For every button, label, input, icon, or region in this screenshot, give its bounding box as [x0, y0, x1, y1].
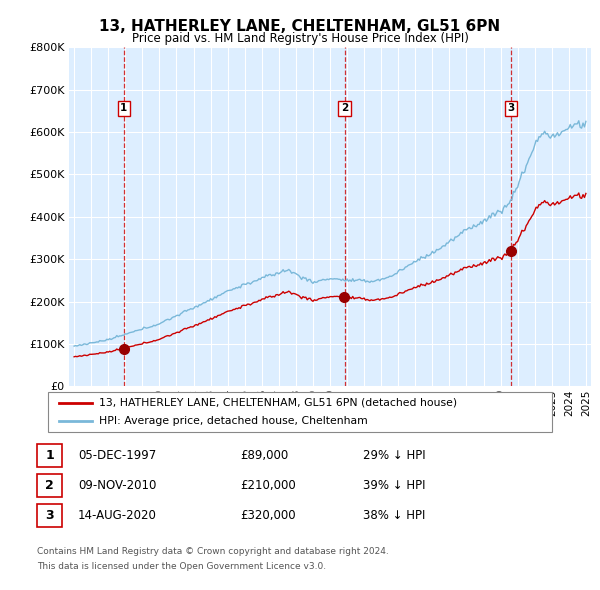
Text: 39% ↓ HPI: 39% ↓ HPI	[363, 479, 425, 492]
Text: £320,000: £320,000	[240, 509, 296, 522]
Text: 29% ↓ HPI: 29% ↓ HPI	[363, 449, 425, 462]
Text: 3: 3	[46, 509, 54, 522]
Text: 38% ↓ HPI: 38% ↓ HPI	[363, 509, 425, 522]
Text: 09-NOV-2010: 09-NOV-2010	[78, 479, 157, 492]
Text: 05-DEC-1997: 05-DEC-1997	[78, 449, 156, 462]
Text: 3: 3	[507, 103, 514, 113]
Text: 13, HATHERLEY LANE, CHELTENHAM, GL51 6PN (detached house): 13, HATHERLEY LANE, CHELTENHAM, GL51 6PN…	[99, 398, 457, 408]
Text: 1: 1	[121, 103, 128, 113]
Text: Contains HM Land Registry data © Crown copyright and database right 2024.: Contains HM Land Registry data © Crown c…	[37, 547, 389, 556]
Text: Price paid vs. HM Land Registry's House Price Index (HPI): Price paid vs. HM Land Registry's House …	[131, 32, 469, 45]
Text: 2: 2	[46, 479, 54, 492]
Text: 13, HATHERLEY LANE, CHELTENHAM, GL51 6PN: 13, HATHERLEY LANE, CHELTENHAM, GL51 6PN	[100, 19, 500, 34]
Text: £89,000: £89,000	[240, 449, 288, 462]
Text: 2: 2	[341, 103, 348, 113]
Text: 1: 1	[46, 449, 54, 462]
Text: This data is licensed under the Open Government Licence v3.0.: This data is licensed under the Open Gov…	[37, 562, 326, 571]
Text: 14-AUG-2020: 14-AUG-2020	[78, 509, 157, 522]
Text: £210,000: £210,000	[240, 479, 296, 492]
Text: HPI: Average price, detached house, Cheltenham: HPI: Average price, detached house, Chel…	[99, 415, 368, 425]
